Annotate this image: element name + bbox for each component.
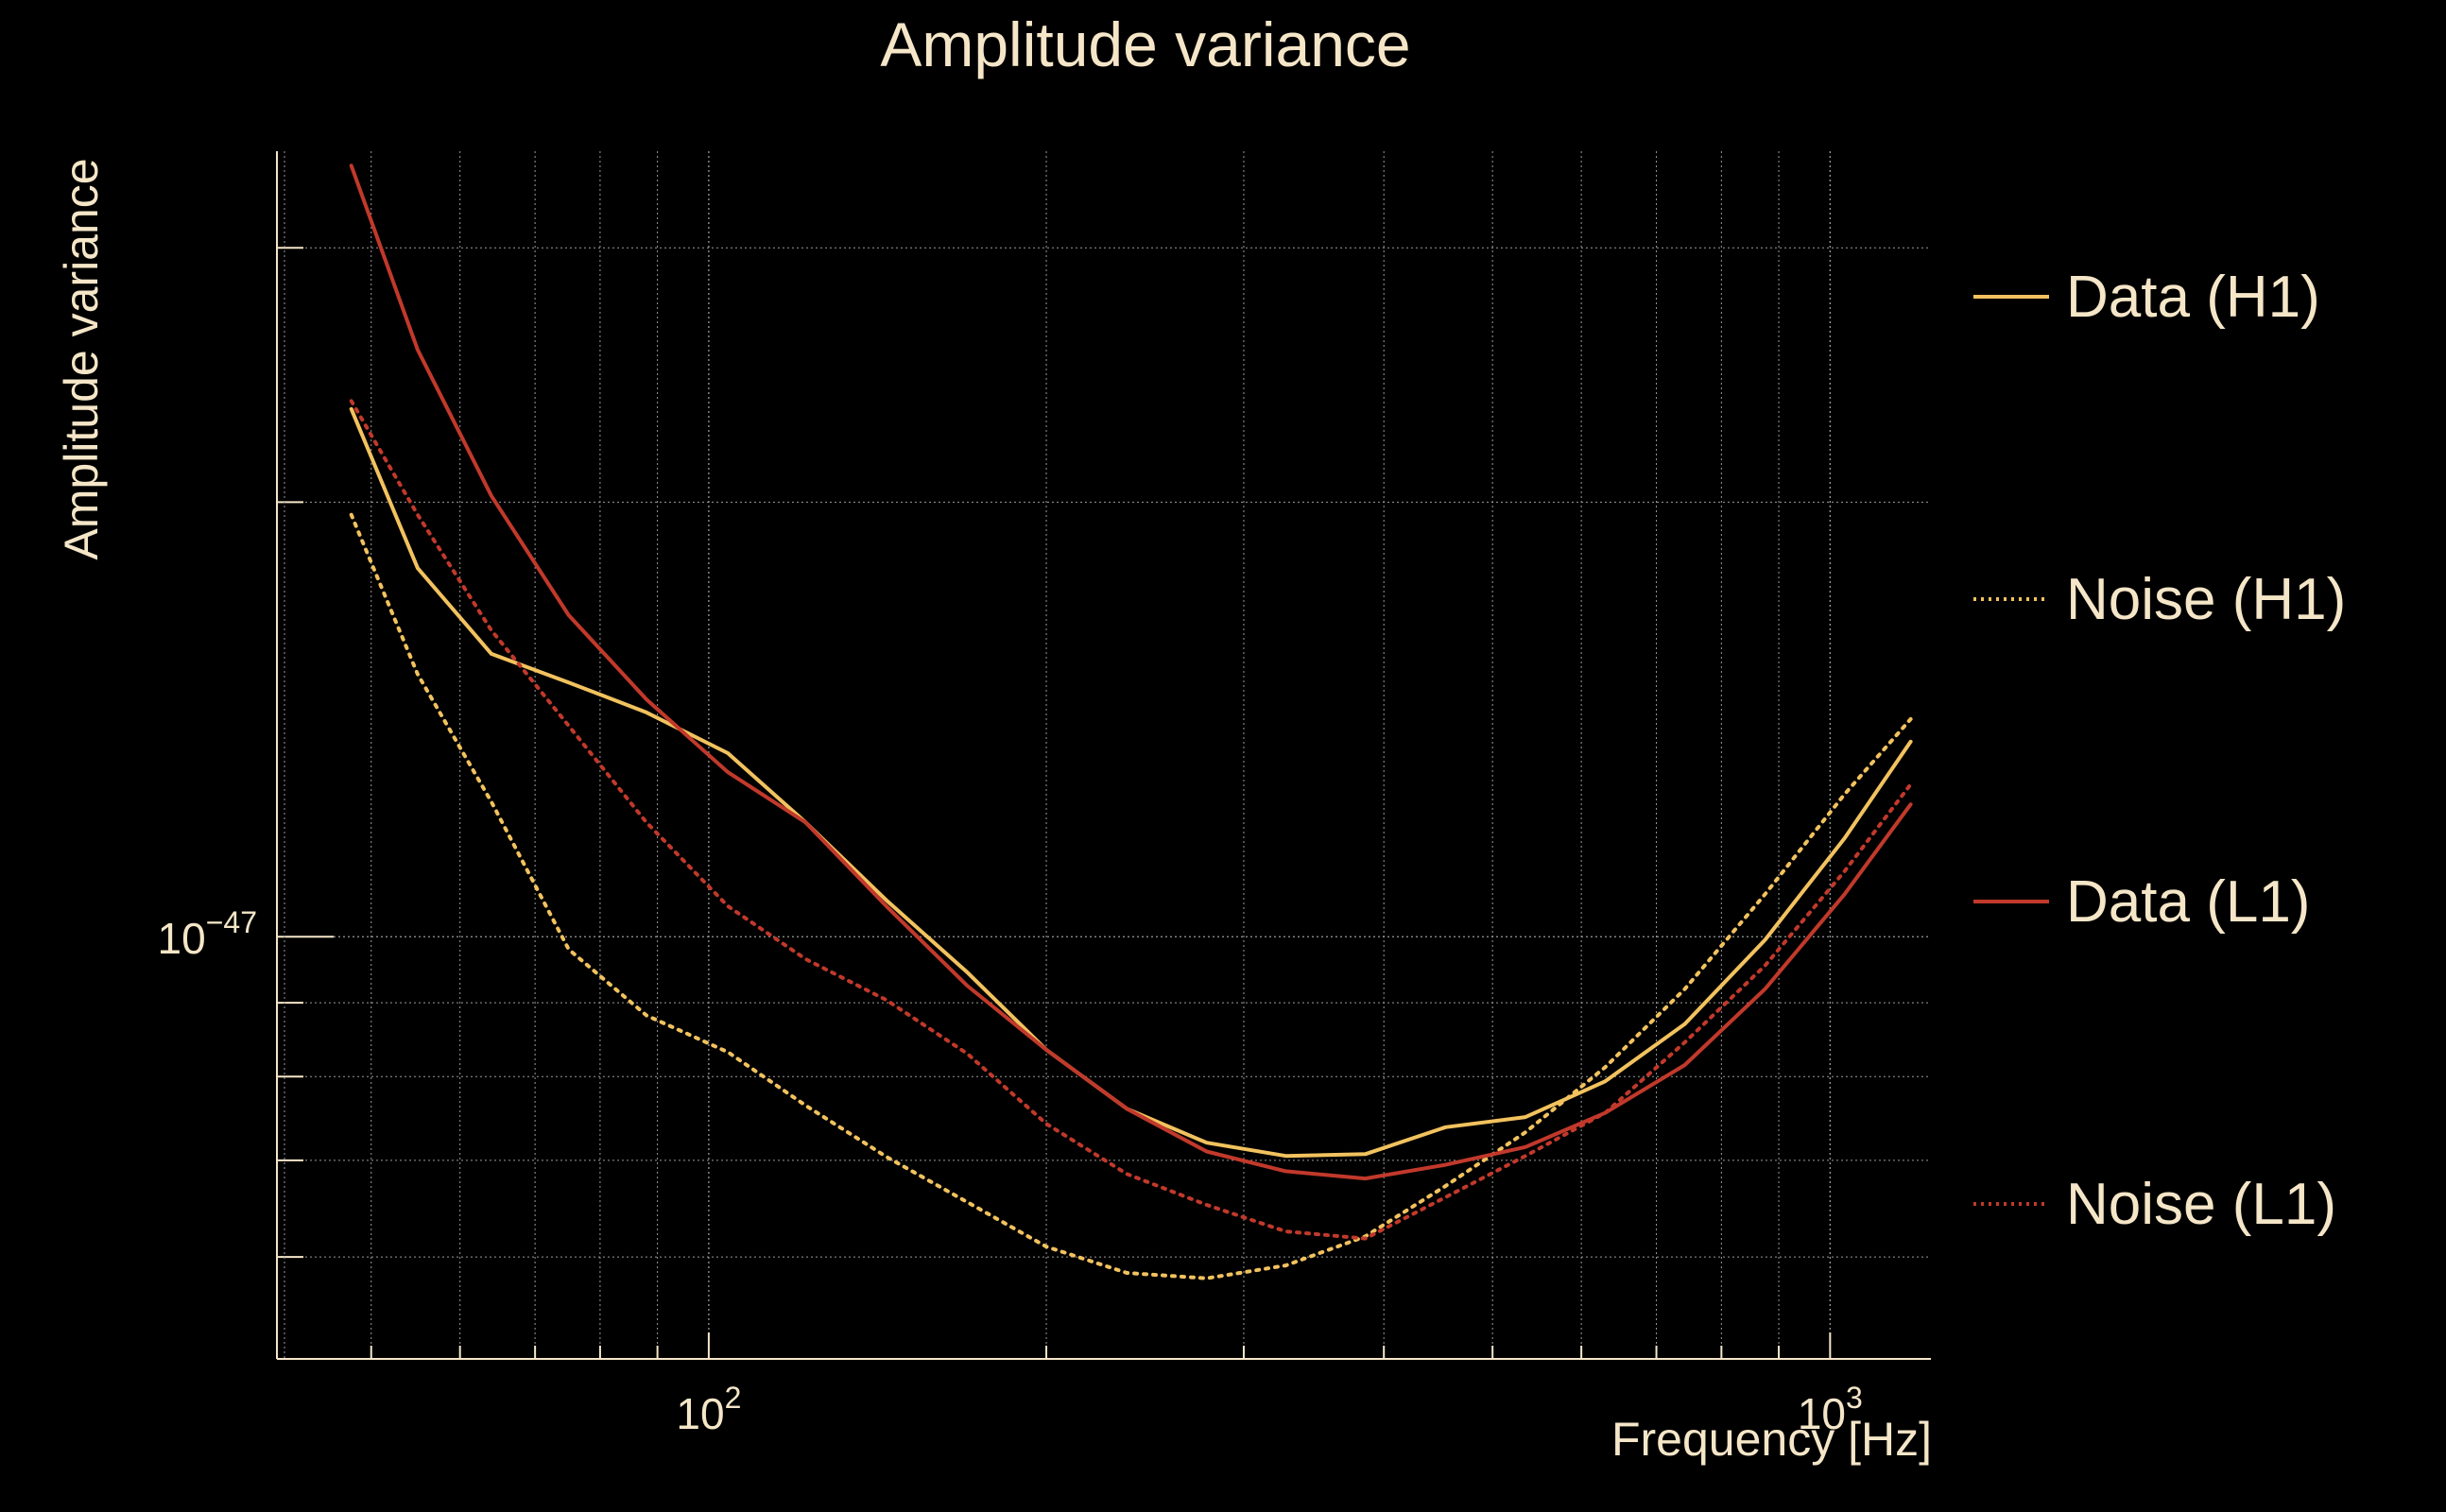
y-axis-label: Amplitude variance: [55, 158, 108, 559]
legend-label-data-h1: Data (H1): [2066, 265, 2320, 330]
legend-label-noise-h1: Noise (H1): [2066, 567, 2346, 632]
legend-label-data-l1: Data (L1): [2066, 869, 2310, 935]
series-line-noise-h1: [349, 512, 1913, 1280]
x-tick-label-exponent: 2: [725, 1381, 742, 1415]
axes: [276, 151, 1931, 1360]
y-tick-label-exponent: −47: [206, 905, 257, 939]
series-line-noise-l1: [349, 399, 1913, 1241]
y-tick-label: 10−47: [158, 905, 257, 963]
x-tick-label-base: 10: [1798, 1389, 1846, 1438]
y-tick-label-base: 10: [158, 914, 206, 963]
legend-label-noise-l1: Noise (L1): [2066, 1172, 2336, 1237]
series-line-data-l1: [349, 163, 1913, 1181]
x-tick-label: 103: [1798, 1381, 1863, 1438]
x-tick-label-base: 10: [676, 1389, 724, 1438]
series-lines: [349, 163, 1913, 1280]
x-axis-label: Frequency [Hz]: [1611, 1413, 1932, 1466]
legend: Data (H1) Noise (H1) Data (L1) Noise (L1): [1973, 265, 2346, 1237]
x-tick-label: 102: [676, 1381, 741, 1438]
x-tick-label-exponent: 3: [1846, 1381, 1863, 1415]
chart-title: Amplitude variance: [880, 9, 1410, 79]
